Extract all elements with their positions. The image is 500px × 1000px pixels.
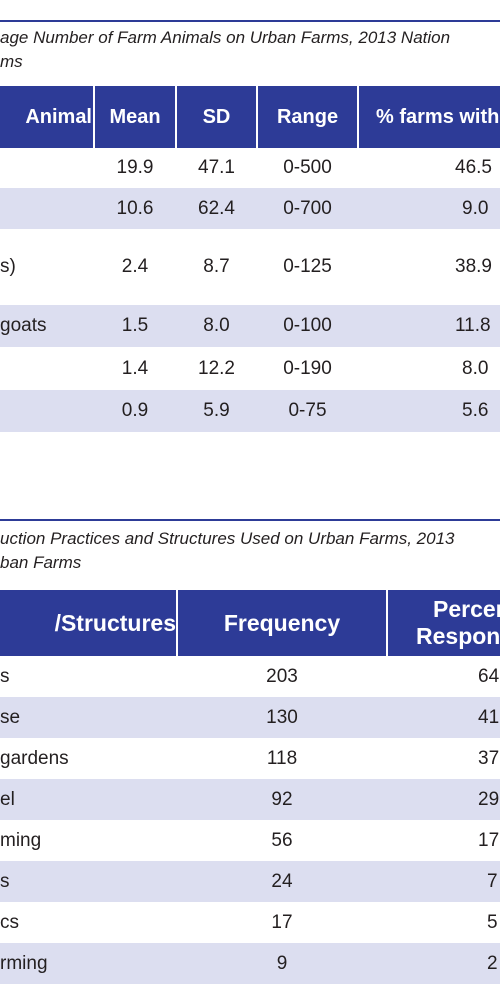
table2-cell-percent: 29 xyxy=(478,789,500,810)
table1-cell-sd: 5.9 xyxy=(203,400,230,421)
table2-header-percent-line2: Respon xyxy=(416,623,500,649)
table2-cell-percent: 41 xyxy=(478,707,500,728)
table-row: s 203 64 xyxy=(0,656,500,697)
table1-cell-sd: 62.4 xyxy=(198,198,235,219)
table1-top-rule xyxy=(0,20,500,22)
table-row: cs 17 5 xyxy=(0,902,500,943)
table-row: 19.9 47.1 0-500 46.5 xyxy=(0,148,500,188)
table2-cell-frequency: 118 xyxy=(266,748,298,769)
table2-cell-frequency: 17 xyxy=(271,912,293,933)
table2-cell-frequency: 9 xyxy=(276,953,288,974)
table1-cell-range: 0-190 xyxy=(283,358,332,379)
table1-cell-mean: 1.4 xyxy=(121,358,149,379)
table1-caption-line1: age Number of Farm Animals on Urban Farm… xyxy=(0,28,451,47)
table2-header-frequency: Frequency xyxy=(223,610,341,636)
table1-cell-range: 0-125 xyxy=(283,256,332,277)
table2-cell-frequency: 203 xyxy=(266,666,298,687)
table2-header-row: /Structures Frequency Percen Respon xyxy=(0,590,500,656)
table2-header-divider xyxy=(176,590,178,656)
table2-cell-structure: s xyxy=(0,666,10,687)
table1-header-range: Range xyxy=(276,106,339,128)
table1-cell-sd: 8.0 xyxy=(203,315,230,336)
production-practices-table: /Structures Frequency Percen Respon s 20… xyxy=(0,590,500,984)
table2-cell-frequency: 92 xyxy=(271,789,293,810)
table2-cell-percent: 7 xyxy=(487,871,498,892)
table2-header-divider xyxy=(386,590,388,656)
table-row: 0.9 5.9 0-75 5.6 xyxy=(0,390,500,432)
table1-cell-range: 0-100 xyxy=(283,315,332,336)
table2-cell-structure: rming xyxy=(0,953,48,974)
table2-top-rule xyxy=(0,519,500,521)
table2-cell-frequency: 56 xyxy=(271,830,293,851)
table2-cell-structure: ming xyxy=(0,830,42,851)
table1-cell-mean: 10.6 xyxy=(116,198,154,219)
table1-cell-mean: 1.5 xyxy=(121,315,149,336)
table-row: se 130 41 xyxy=(0,697,500,738)
table1-header-mean: Mean xyxy=(109,106,161,128)
table2-header-structures: /Structures xyxy=(54,610,176,636)
table2-caption-line2: ban Farms xyxy=(0,553,82,572)
table2-cell-structure: se xyxy=(0,707,21,728)
table1-header-divider xyxy=(93,86,95,148)
table2-cell-structure: el xyxy=(0,789,15,810)
table1-header-divider xyxy=(175,86,177,148)
table2-cell-percent: 5 xyxy=(487,912,498,933)
farm-animals-table: Animal Mean SD Range % farms with 19.9 4… xyxy=(0,86,500,432)
table2-cell-percent: 17 xyxy=(478,830,500,851)
table1-cell-sd: 12.2 xyxy=(198,358,235,379)
table2-cell-structure: gardens xyxy=(0,748,69,769)
table2-cell-frequency: 24 xyxy=(271,871,293,892)
table-row: 10.6 62.4 0-700 9.0 xyxy=(0,188,500,229)
table-row: s) 2.4 8.7 0-125 38.9 xyxy=(0,229,500,305)
table2-cell-percent: 64 xyxy=(478,666,500,687)
table-row: el 92 29 xyxy=(0,779,500,820)
table2-header-percent: Percen Respon xyxy=(416,596,500,650)
table1-header-divider xyxy=(357,86,359,148)
table1-cell-sd: 47.1 xyxy=(198,157,235,178)
table2-cell-structure: s xyxy=(0,871,10,892)
table1-caption-line2: ms xyxy=(0,52,23,71)
table-row: rming 9 2 xyxy=(0,943,500,984)
table-row: goats 1.5 8.0 0-100 11.8 xyxy=(0,305,500,347)
table2-cell-frequency: 130 xyxy=(266,707,298,728)
table2-header-percent-line1: Percen xyxy=(433,596,500,622)
table1-cell-range: 0-500 xyxy=(283,157,332,178)
table-row: ming 56 17 xyxy=(0,820,500,861)
table-row: 1.4 12.2 0-190 8.0 xyxy=(0,347,500,390)
table1-cell-mean: 0.9 xyxy=(121,400,149,421)
table1-cell-animal: goats xyxy=(0,315,47,336)
table2-caption: uction Practices and Structures Used on … xyxy=(0,527,500,575)
table1-cell-animal: s) xyxy=(0,256,16,277)
table1-cell-sd: 8.7 xyxy=(203,256,230,277)
table1-cell-percent: 8.0 xyxy=(462,358,489,379)
table1-header-row: Animal Mean SD Range % farms with xyxy=(0,86,500,148)
table1-cell-mean: 2.4 xyxy=(121,256,149,277)
table2-cell-percent: 2 xyxy=(487,953,498,974)
table2-cell-structure: cs xyxy=(0,912,19,933)
table2-cell-percent: 37 xyxy=(478,748,500,769)
table1-caption: age Number of Farm Animals on Urban Farm… xyxy=(0,26,500,74)
table1-cell-range: 0-75 xyxy=(288,400,327,421)
table1-header-divider xyxy=(256,86,258,148)
table-row: gardens 118 37 xyxy=(0,738,500,779)
table1-cell-percent: 9.0 xyxy=(462,198,489,219)
table1-header-animal: Animal xyxy=(25,106,92,128)
table1-header-percent-farms: % farms with xyxy=(376,106,500,128)
table1-cell-percent: 38.9 xyxy=(455,256,492,277)
table1-cell-percent: 11.8 xyxy=(455,315,491,336)
table1-header-sd: SD xyxy=(202,106,231,128)
table1-cell-mean: 19.9 xyxy=(116,157,154,178)
table1-cell-percent: 5.6 xyxy=(462,400,489,421)
table1-cell-percent: 46.5 xyxy=(455,157,492,178)
table1-cell-range: 0-700 xyxy=(283,198,332,219)
table2-caption-line1: uction Practices and Structures Used on … xyxy=(0,529,455,548)
table-row: s 24 7 xyxy=(0,861,500,902)
